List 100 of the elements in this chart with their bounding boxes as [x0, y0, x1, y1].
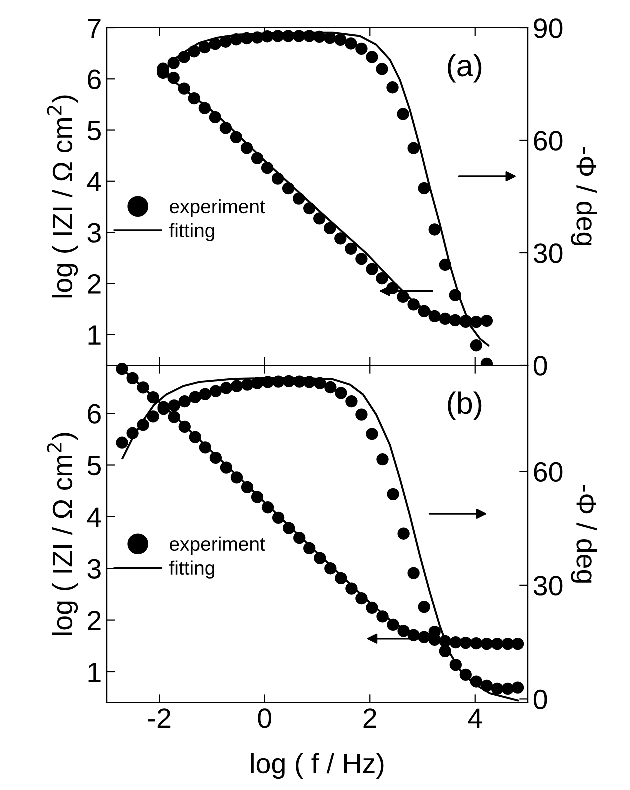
point — [240, 32, 254, 45]
y2-axis-title: -Φ / deg — [571, 485, 598, 583]
point — [147, 391, 160, 404]
legend-label: fitting — [170, 560, 214, 579]
point — [199, 442, 212, 454]
point — [376, 63, 388, 76]
x-tick-label: 4 — [468, 708, 482, 728]
point — [366, 428, 378, 440]
point — [480, 638, 494, 650]
point — [283, 375, 296, 388]
point — [220, 382, 233, 394]
point — [314, 552, 326, 564]
point — [251, 377, 264, 390]
point — [376, 453, 389, 466]
point — [502, 682, 514, 696]
point — [178, 82, 190, 95]
y2-axis-title: -Φ / deg — [571, 148, 598, 246]
point — [418, 305, 430, 318]
point — [480, 314, 494, 328]
point — [428, 310, 441, 322]
point — [418, 182, 430, 195]
point — [198, 102, 211, 114]
point — [345, 38, 358, 50]
y-tick-label: 4 — [87, 172, 102, 192]
point — [137, 418, 150, 432]
y-tick-label: 2 — [88, 274, 101, 294]
point — [356, 592, 368, 605]
legend-label: experiment — [170, 199, 266, 218]
point — [335, 387, 348, 400]
point — [502, 638, 514, 650]
y-tick-label: 5 — [88, 121, 101, 141]
point — [220, 36, 232, 48]
point — [398, 625, 410, 638]
y2-tick-label: 0 — [534, 690, 548, 710]
y-axis-title: log ( IZI / Ω cm$^{2}$) — [47, 96, 78, 298]
point — [168, 400, 180, 412]
point — [397, 108, 410, 120]
point — [324, 381, 337, 394]
point — [470, 637, 482, 650]
point — [387, 618, 400, 632]
point — [126, 372, 139, 384]
point — [334, 34, 347, 46]
point — [220, 122, 232, 134]
point — [397, 290, 410, 304]
point — [512, 638, 524, 650]
point — [418, 631, 430, 644]
y-tick-label: 5 — [88, 456, 101, 476]
point — [241, 481, 254, 494]
point — [439, 312, 452, 326]
y-tick-label: 2 — [88, 610, 101, 630]
point — [304, 376, 316, 388]
point — [491, 682, 504, 696]
point — [387, 488, 400, 501]
point — [251, 152, 264, 164]
y2-tick-label: 90 — [534, 18, 563, 38]
point — [283, 522, 296, 534]
point — [261, 162, 274, 174]
point — [126, 427, 139, 440]
point — [356, 408, 368, 421]
point — [366, 51, 378, 64]
y-tick-label: 7 — [88, 18, 101, 38]
point — [251, 32, 264, 44]
point — [261, 30, 274, 43]
y2-tick-label: 0 — [534, 356, 548, 376]
point — [294, 532, 306, 544]
y2-tick-label: 60 — [534, 462, 563, 482]
point — [408, 298, 420, 311]
point — [314, 212, 326, 225]
point — [241, 378, 254, 391]
y2-tick-label: 30 — [534, 576, 563, 596]
point — [449, 314, 462, 327]
y-tick-label: 1 — [88, 662, 101, 682]
point — [324, 32, 336, 44]
point — [272, 172, 284, 185]
point — [376, 610, 389, 623]
y-tick-label: 6 — [88, 70, 101, 90]
point — [335, 572, 348, 585]
point — [272, 376, 285, 388]
point — [209, 111, 222, 124]
point — [324, 222, 336, 235]
point — [450, 636, 462, 649]
point — [324, 562, 337, 575]
point — [408, 142, 420, 154]
point — [314, 30, 326, 44]
point — [428, 224, 441, 236]
point — [168, 57, 180, 70]
point — [199, 388, 212, 400]
point — [262, 376, 274, 388]
y-tick-label: 3 — [88, 223, 101, 243]
point — [294, 376, 306, 388]
point — [293, 30, 306, 42]
point — [386, 82, 399, 94]
point — [512, 682, 524, 694]
point — [314, 377, 326, 390]
point — [168, 411, 180, 424]
y-tick-label: 3 — [88, 559, 101, 579]
point — [209, 38, 222, 50]
legend-label: fitting — [170, 223, 214, 242]
point — [189, 391, 202, 404]
annotation: (b) — [448, 392, 482, 420]
